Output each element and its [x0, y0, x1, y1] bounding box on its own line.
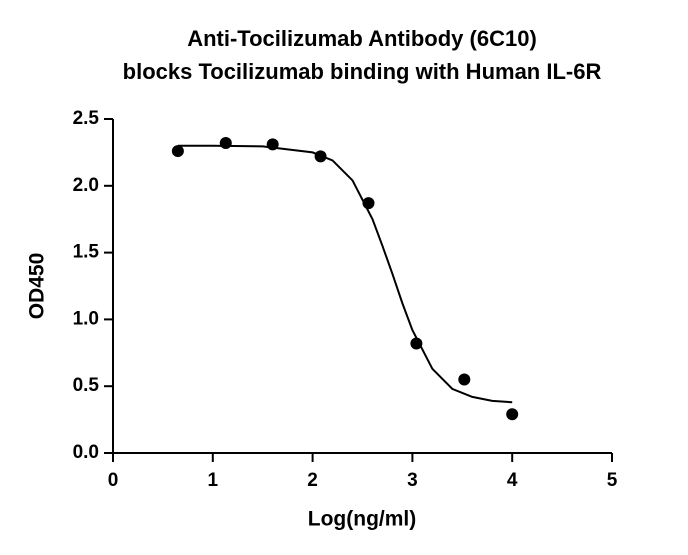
- data-point: [410, 337, 423, 350]
- x-tick-label: 3: [407, 470, 418, 491]
- y-axis-label: OD450: [26, 253, 49, 320]
- y-tick-label: 0.5: [73, 375, 100, 396]
- x-tick-label: 5: [607, 470, 618, 491]
- data-point: [171, 145, 184, 158]
- y-tick-label: 0.0: [73, 442, 99, 463]
- x-tick-label: 4: [507, 470, 518, 491]
- y-tick-label: 1.5: [73, 242, 100, 263]
- x-tick-label: 0: [108, 470, 119, 491]
- x-tick-label: 1: [208, 470, 219, 491]
- y-tick-label: 2.5: [73, 108, 100, 129]
- data-point: [219, 137, 232, 150]
- chart-title: blocks Tocilizumab binding with Human IL…: [123, 59, 602, 84]
- chart-title: Anti-Tocilizumab Antibody (6C10): [187, 26, 537, 51]
- y-tick-label: 1.0: [73, 308, 99, 329]
- x-tick-label: 2: [307, 470, 318, 491]
- fit-curve: [177, 144, 513, 404]
- data-point: [506, 408, 519, 421]
- data-point: [458, 373, 471, 386]
- y-tick-label: 2.0: [73, 175, 99, 196]
- x-axis-label: Log(ng/ml): [308, 508, 416, 531]
